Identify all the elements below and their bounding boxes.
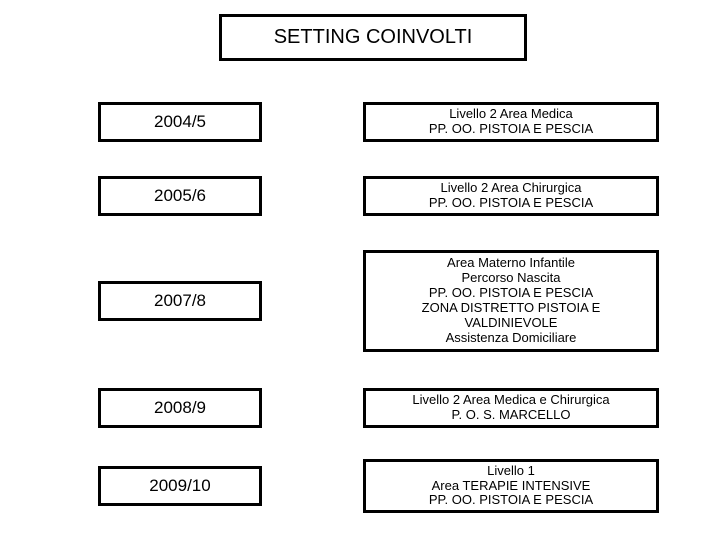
diagram-canvas: SETTING COINVOLTI 2004/5 Livello 2 Area … <box>0 0 720 540</box>
desc-text: Livello 1Area TERAPIE INTENSIVEPP. OO. P… <box>429 464 593 509</box>
year-box-2008-9: 2008/9 <box>98 388 262 428</box>
year-label: 2004/5 <box>154 112 206 132</box>
desc-box-2004-5: Livello 2 Area MedicaPP. OO. PISTOIA E P… <box>363 102 659 142</box>
year-label: 2005/6 <box>154 186 206 206</box>
desc-text: Livello 2 Area Medica e ChirurgicaP. O. … <box>412 393 609 423</box>
year-box-2007-8: 2007/8 <box>98 281 262 321</box>
year-label: 2008/9 <box>154 398 206 418</box>
desc-box-2007-8: Area Materno InfantilePercorso NascitaPP… <box>363 250 659 352</box>
year-box-2005-6: 2005/6 <box>98 176 262 216</box>
year-label: 2007/8 <box>154 291 206 311</box>
year-box-2009-10: 2009/10 <box>98 466 262 506</box>
year-box-2004-5: 2004/5 <box>98 102 262 142</box>
desc-box-2009-10: Livello 1Area TERAPIE INTENSIVEPP. OO. P… <box>363 459 659 513</box>
desc-text: Area Materno InfantilePercorso NascitaPP… <box>422 256 601 346</box>
desc-box-2008-9: Livello 2 Area Medica e ChirurgicaP. O. … <box>363 388 659 428</box>
title-text: SETTING COINVOLTI <box>274 26 473 49</box>
desc-box-2005-6: Livello 2 Area ChirurgicaPP. OO. PISTOIA… <box>363 176 659 216</box>
title-box: SETTING COINVOLTI <box>219 14 527 61</box>
year-label: 2009/10 <box>149 476 210 496</box>
desc-text: Livello 2 Area MedicaPP. OO. PISTOIA E P… <box>429 107 593 137</box>
desc-text: Livello 2 Area ChirurgicaPP. OO. PISTOIA… <box>429 181 593 211</box>
